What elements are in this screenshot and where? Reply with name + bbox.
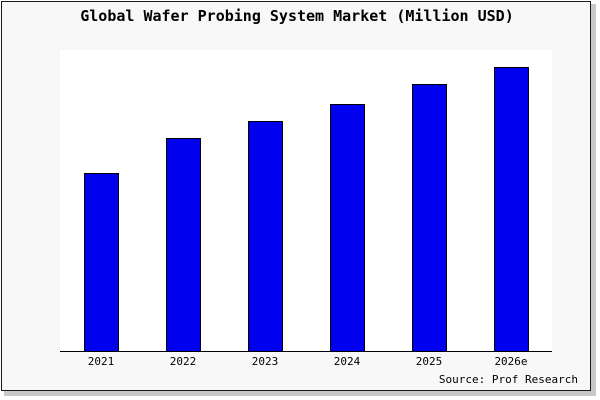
plot-panel <box>60 50 552 351</box>
source-note: Source: Prof Research <box>438 373 578 386</box>
x-tick-label-2021: 2021 <box>87 355 115 368</box>
bar-2021 <box>84 173 119 352</box>
x-tick-label-2024: 2024 <box>333 355 361 368</box>
x-tick-label-2022: 2022 <box>169 355 197 368</box>
bar-2025 <box>412 84 447 352</box>
bar-series <box>60 50 552 352</box>
x-tick-label-2026e: 2026e <box>494 355 528 368</box>
bar-2026e <box>494 67 529 352</box>
bar-2022 <box>166 138 201 352</box>
x-axis-tick-labels: 2021 2022 2023 2024 2025 2026e <box>60 355 552 373</box>
x-tick-label-2023: 2023 <box>251 355 279 368</box>
x-axis-line <box>60 351 552 352</box>
chart-title: Global Wafer Probing System Market (Mill… <box>80 7 514 25</box>
bar-2024 <box>330 104 365 352</box>
bar-2023 <box>248 121 283 352</box>
figure-frame: Global Wafer Probing System Market (Mill… <box>1 1 591 391</box>
x-tick-label-2025: 2025 <box>415 355 443 368</box>
